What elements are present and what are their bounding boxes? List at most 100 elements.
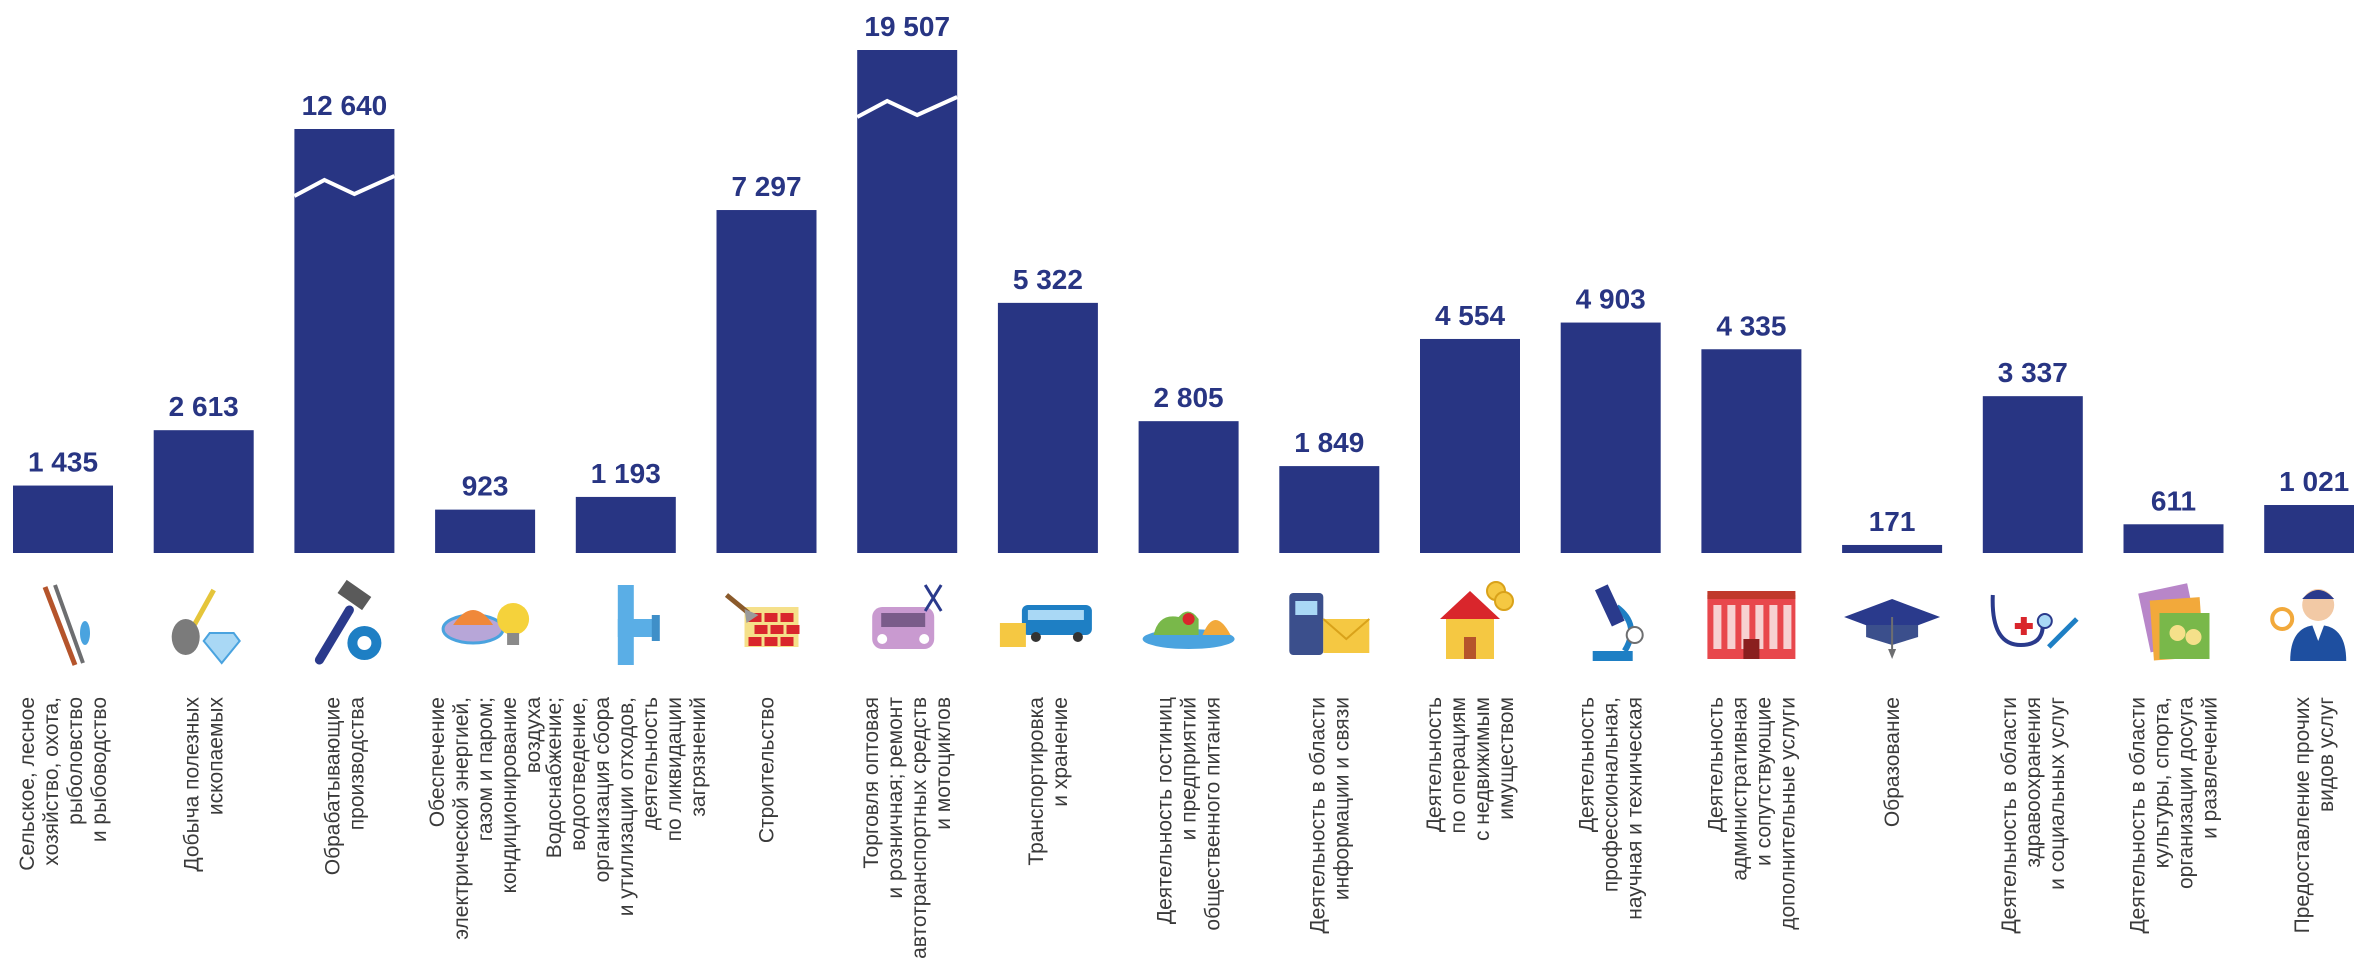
axis-break-mark xyxy=(856,95,959,119)
category-label-line: Деятельность гостиниц xyxy=(1154,697,1177,924)
category-label-line: водоотведение, xyxy=(567,697,590,851)
category-label: Строительство xyxy=(756,697,779,843)
category-label-line: Деятельность в области xyxy=(1306,697,1329,934)
category-label-line: по ликвидации xyxy=(663,697,686,841)
category-label: Сельское, лесное хозяйство, охота, рыболов… xyxy=(16,697,111,871)
bar xyxy=(1560,322,1661,553)
category-label-line: и развлечений xyxy=(2199,697,2222,839)
category-label-line: и предприятий xyxy=(1178,697,1201,840)
category-label-line: Деятельность xyxy=(1704,697,1727,832)
burner-lightbulb-icon xyxy=(441,603,530,645)
bar xyxy=(1842,544,1943,553)
category-label-line: Сельское, лесное xyxy=(16,697,39,871)
value-label: 2 613 xyxy=(169,391,239,422)
category-label-line: и хранение xyxy=(1049,697,1072,807)
category-label-line: Деятельность в области xyxy=(2127,697,2150,934)
microscope-icon xyxy=(1592,584,1644,661)
value-label: 3 337 xyxy=(1998,357,2068,388)
bar xyxy=(1279,466,1380,553)
dish-cloche-icon xyxy=(1142,611,1235,649)
category-label-line: загрязнений xyxy=(687,697,710,817)
graduation-cap-icon xyxy=(1844,599,1941,659)
category-label-line: Обрабатывающие xyxy=(321,697,344,875)
category-label: Деятельность в области здравоохранения и с… xyxy=(1998,697,2069,934)
category-label: Водоснабжение; водоотведение, организация … xyxy=(543,697,710,917)
category-label-line: ископаемых xyxy=(205,697,228,816)
category-label-line: дополнительные услуги xyxy=(1776,697,1799,930)
category-label-line: информации и связи xyxy=(1330,697,1353,900)
category-label-line: и утилизации отходов, xyxy=(615,697,638,916)
fishing-rods-icon xyxy=(42,584,90,666)
value-label: 4 903 xyxy=(1576,284,1646,315)
category-label: Предоставление прочих видов услуг xyxy=(2291,697,2338,934)
brick-wall-trowel-icon xyxy=(724,593,800,647)
bar xyxy=(2123,524,2224,553)
category-label: Торговля оптовая и розничная; ремонт автот… xyxy=(860,697,955,959)
category-label: Деятельность по операциям с недвижимым имущ… xyxy=(1423,697,1518,841)
category-label-line: и мотоциклов xyxy=(932,697,955,830)
category-label-line: автотранспортных средств xyxy=(908,697,931,959)
category-label-line: Образование xyxy=(1881,697,1904,827)
bar xyxy=(997,302,1098,553)
phone-envelope-icon xyxy=(1289,593,1370,655)
category-label: Деятельность гостиниц и предприятий общест… xyxy=(1154,697,1225,931)
water-pipe-icon xyxy=(617,585,660,665)
category-label-line: Торговля оптовая xyxy=(860,697,883,869)
office-building-icon xyxy=(1707,591,1796,659)
category-label-line: Добыча полезных xyxy=(181,697,204,872)
value-label: 171 xyxy=(1869,506,1916,537)
category-label-line: организация сбора xyxy=(591,697,614,883)
category-labels-group: Сельское, лесное хозяйство, охота, рыболов… xyxy=(16,697,2338,959)
value-label: 1 849 xyxy=(1294,427,1364,458)
bar xyxy=(13,485,113,553)
category-label: Деятельность профессиональная, научная и т… xyxy=(1576,697,1647,920)
category-label-line: с недвижимым xyxy=(1471,697,1494,841)
bar xyxy=(435,509,536,553)
value-label: 2 805 xyxy=(1154,382,1224,413)
shovel-diamond-icon xyxy=(171,588,241,665)
category-label-line: научная и техническая xyxy=(1624,697,1647,920)
house-coins-icon xyxy=(1440,581,1514,659)
value-label: 4 554 xyxy=(1435,300,1505,331)
bars-group xyxy=(13,50,2354,553)
bar xyxy=(716,210,817,553)
category-label-line: Деятельность xyxy=(1423,697,1446,832)
icons-group xyxy=(42,579,2347,666)
car-repair-icon xyxy=(872,584,943,649)
category-label-line: здравоохранения xyxy=(2022,697,2045,868)
category-label-line: по операциям xyxy=(1447,697,1470,834)
category-label-line: Строительство xyxy=(756,697,779,843)
value-label: 1 435 xyxy=(28,447,98,478)
category-label-line: хозяйство, охота, xyxy=(40,697,63,866)
category-label-line: электрической энергией, xyxy=(450,697,473,940)
value-label: 7 297 xyxy=(731,171,801,202)
value-label: 5 322 xyxy=(1013,264,1083,295)
bar xyxy=(1701,349,1802,553)
value-label: 611 xyxy=(2151,485,2196,516)
value-labels-group: 1 435 2 613 12 640 923 1 193 7 297 19 507 5 322… xyxy=(28,11,2349,537)
category-label: Обеспечение электрической энергией, газом … xyxy=(426,697,545,940)
category-label-line: административная xyxy=(1728,697,1751,881)
category-label-line: имуществом xyxy=(1495,697,1518,820)
value-label: 1 021 xyxy=(2279,466,2349,497)
value-label: 923 xyxy=(462,471,509,502)
category-label-line: производства xyxy=(345,697,368,831)
tickets-masks-icon xyxy=(2138,583,2210,661)
axis-break-mark xyxy=(293,174,396,198)
bar xyxy=(153,430,254,553)
value-label: 12 640 xyxy=(302,90,388,121)
category-label-line: Транспортировка xyxy=(1025,697,1048,866)
category-label-line: и сопутствующие xyxy=(1752,697,1775,866)
category-label: Транспортировка и хранение xyxy=(1025,697,1072,866)
value-label: 1 193 xyxy=(591,458,661,489)
category-label: Деятельность в области культуры, спорта, о… xyxy=(2127,697,2222,934)
category-label: Образование xyxy=(1881,697,1904,827)
bar xyxy=(1420,338,1520,553)
value-label: 19 507 xyxy=(864,11,950,42)
value-label: 4 335 xyxy=(1716,310,1786,341)
bar xyxy=(2264,505,2354,553)
bar xyxy=(1138,421,1239,553)
stethoscope-syringe-icon xyxy=(1990,594,2079,649)
category-label-line: и рыбоводство xyxy=(88,697,111,842)
